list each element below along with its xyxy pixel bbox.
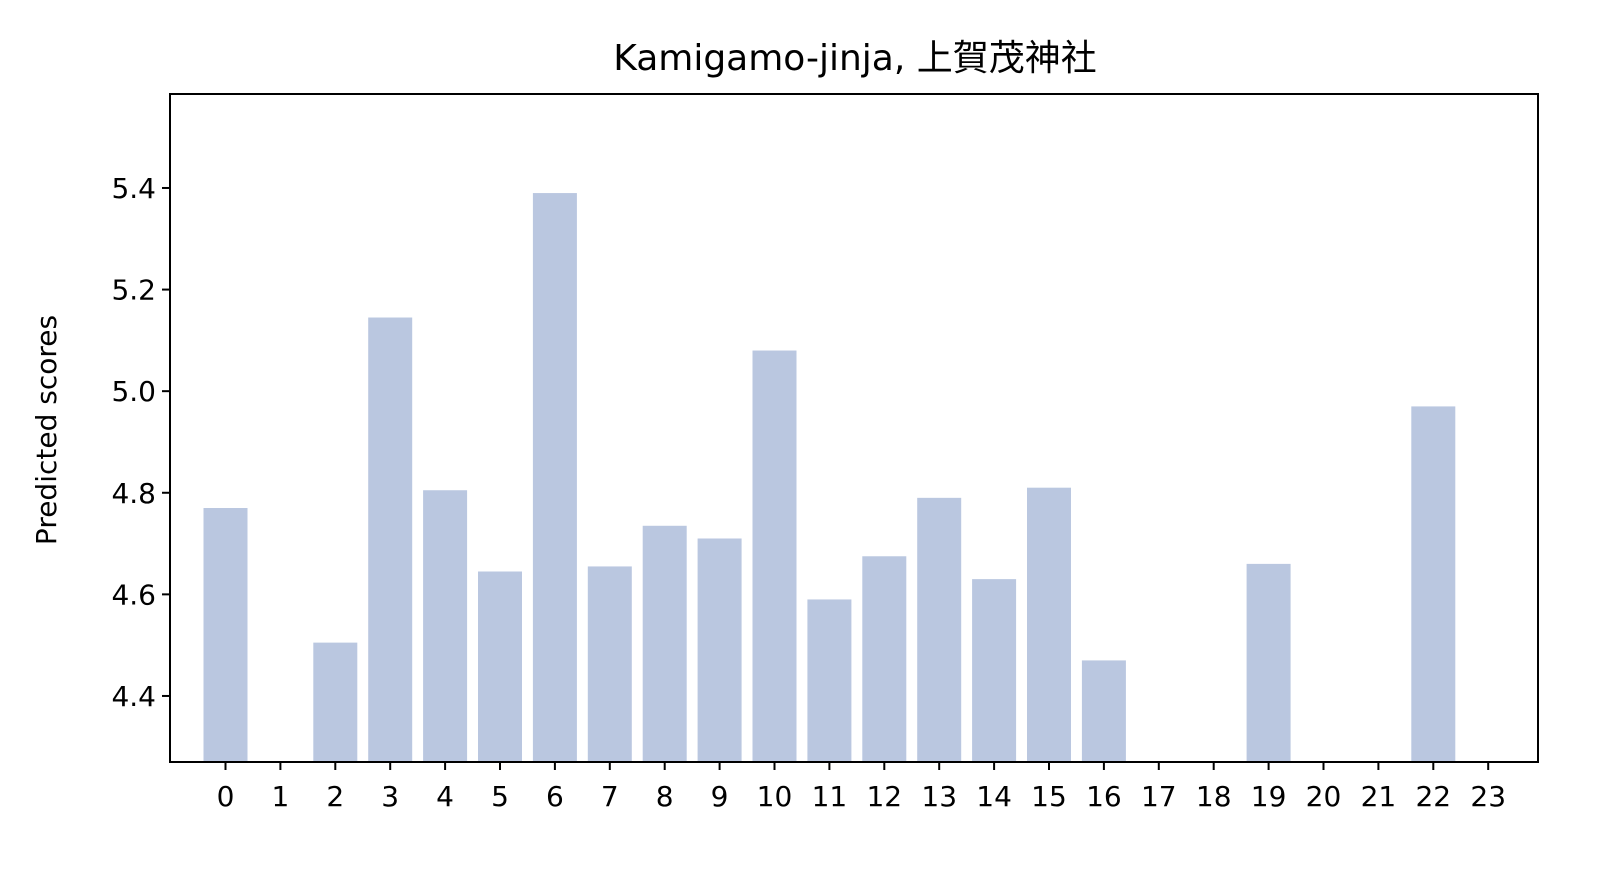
bar-4 [423,490,468,762]
bar-19 [1246,563,1291,762]
bar-22 [1411,406,1456,762]
x-tick-label: 0 [217,780,235,813]
x-tick-label: 19 [1251,780,1287,813]
x-tick-label: 3 [381,780,399,813]
bar-0 [203,508,248,762]
bars-group [203,193,1456,763]
x-tick-label: 11 [812,780,848,813]
x-tick-label: 18 [1196,780,1232,813]
x-tick-label: 21 [1361,780,1397,813]
bar-3 [368,317,413,762]
y-tick-label: 5.4 [111,172,156,205]
bar-6 [532,193,577,763]
x-tick-label: 17 [1141,780,1177,813]
y-axis: 4.4 4.6 4.8 5.0 5.2 5.4 [111,172,170,713]
y-tick-label: 4.4 [111,680,156,713]
y-tick-label: 4.8 [111,477,156,510]
x-tick-label: 4 [436,780,454,813]
x-tick-label: 12 [866,780,902,813]
bar-11 [807,599,852,762]
x-tick-label: 22 [1415,780,1451,813]
bar-5 [478,571,522,762]
x-tick-label: 6 [546,780,564,813]
bar-2 [313,642,358,762]
y-tick-label: 5.0 [111,375,156,408]
x-tick-label: 7 [601,780,619,813]
y-axis-label: Predicted scores [30,315,63,545]
x-tick-label: 20 [1306,780,1342,813]
x-tick-label: 10 [757,780,793,813]
x-tick-label: 5 [491,780,509,813]
x-tick-label: 2 [326,780,344,813]
x-tick-label: 9 [711,780,729,813]
bar-16 [1081,660,1126,762]
bar-13 [917,497,962,762]
bar-8 [642,525,687,762]
bar-10 [752,350,797,762]
x-tick-label: 1 [271,780,289,813]
x-tick-label: 13 [921,780,957,813]
x-tick-label: 8 [656,780,674,813]
y-tick-label: 4.6 [111,578,156,611]
x-tick-label: 23 [1470,780,1506,813]
x-axis: 0 1 2 3 4 5 6 7 8 9 10 11 12 13 14 15 16 17 18 19 20 21 22 23 [217,762,1506,813]
plot-frame [169,93,1539,763]
bar-15 [1027,487,1071,762]
bar-12 [862,556,907,762]
bar-9 [697,538,742,762]
x-tick-label: 16 [1086,780,1122,813]
x-tick-label: 15 [1031,780,1067,813]
bar-14 [972,579,1017,762]
chart-title: Kamigamo-jinja, 上賀茂神社 [613,38,1097,79]
bar-7 [587,566,632,762]
x-tick-label: 14 [976,780,1012,813]
y-tick-label: 5.2 [111,274,156,307]
